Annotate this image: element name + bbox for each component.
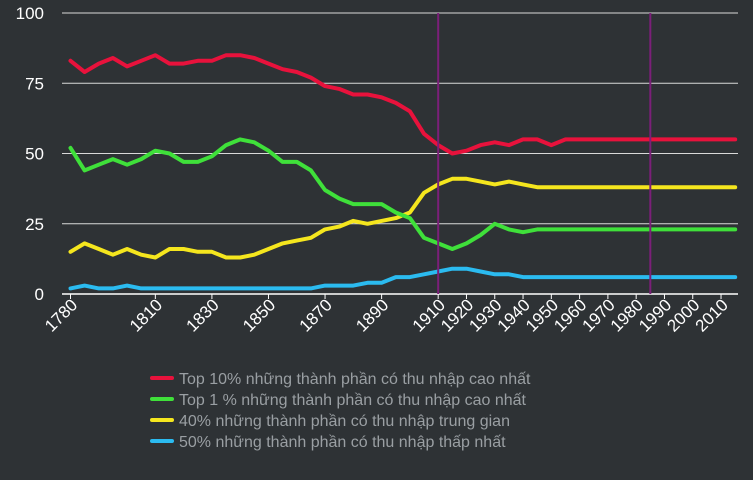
legend-label-1: Top 10% những thành phần có thu nhập cao…	[179, 371, 531, 388]
y-tick-label: 25	[25, 215, 44, 234]
series-line-3	[68, 176, 738, 260]
legend-label-4: 50% những thành phần có thu nhập thấp nh…	[179, 434, 506, 451]
x-tick-label: 1830	[183, 295, 223, 335]
y-tick-label: 75	[25, 74, 44, 93]
x-tick-label: 1780	[41, 295, 81, 335]
y-tick-label: 0	[35, 285, 44, 304]
legend-label-3: 40% những thành phần có thu nhập trung g…	[179, 413, 510, 430]
x-tick-label: 1850	[239, 295, 279, 335]
series-line-2	[68, 137, 738, 251]
y-tick-label: 50	[25, 145, 44, 164]
x-tick-label: 2010	[692, 295, 732, 335]
series-line-4	[68, 266, 738, 291]
series-line-1	[68, 53, 738, 156]
legend-label-2: Top 1 % những thành phần có thu nhập cao…	[179, 392, 527, 409]
y-tick-label: 100	[16, 4, 44, 23]
x-tick-label: 1890	[352, 295, 392, 335]
x-tick-label: 1870	[296, 295, 336, 335]
x-tick-label: 1810	[126, 295, 166, 335]
